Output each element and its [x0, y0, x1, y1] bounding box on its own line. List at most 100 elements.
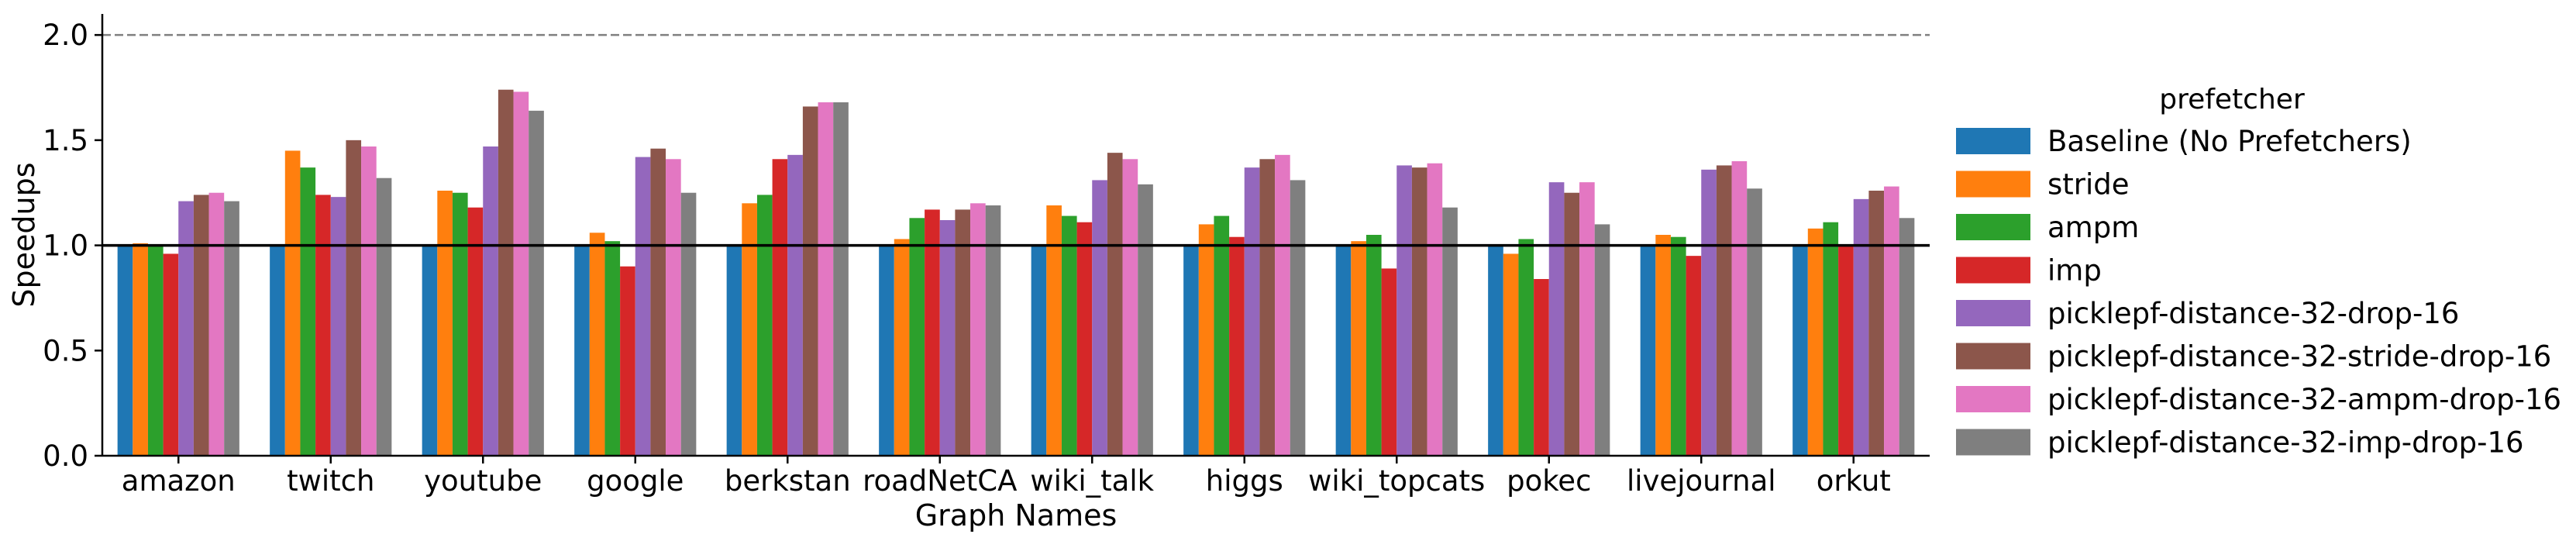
bar: [1807, 228, 1824, 456]
bar: [1427, 163, 1443, 456]
bar: [1503, 253, 1519, 456]
bar: [1701, 169, 1717, 456]
bar: [955, 209, 971, 456]
legend-swatch: [1956, 429, 2030, 456]
bar: [635, 157, 651, 457]
legend-swatch: [1956, 214, 2030, 240]
bar: [1351, 241, 1366, 456]
legend-label: picklepf-distance-32-imp-drop-16: [2047, 426, 2524, 460]
bar: [1594, 224, 1610, 456]
bar: [589, 233, 605, 456]
x-tick-label: youtube: [424, 464, 542, 498]
bar: [1381, 268, 1397, 456]
bar: [1076, 222, 1093, 456]
bar: [1092, 180, 1107, 456]
legend-label: Baseline (No Prefetchers): [2047, 125, 2412, 158]
bar: [1365, 235, 1382, 456]
bar: [117, 245, 133, 456]
bar: [787, 154, 803, 456]
bar: [1853, 198, 1869, 456]
bar: [772, 159, 788, 457]
bar: [604, 241, 621, 456]
legend-swatch: [1956, 300, 2030, 326]
reference-lines: [102, 33, 1930, 247]
y-tick-label: 2.0: [43, 19, 88, 52]
bars-layer: [117, 89, 1915, 457]
bar: [270, 245, 285, 456]
legend-label: picklepf-distance-32-stride-drop-16: [2047, 340, 2551, 374]
x-tick-label: higgs: [1206, 464, 1283, 498]
y-axis-label: Speedups: [7, 162, 41, 307]
bar: [467, 207, 484, 456]
x-tick-label: roadNetCA: [863, 464, 1017, 498]
bar: [1534, 279, 1549, 456]
bar: [620, 266, 635, 456]
bar: [1579, 182, 1595, 456]
bar: [193, 195, 209, 456]
legend-swatch: [1956, 171, 2030, 198]
legend-swatch: [1956, 343, 2030, 370]
bar: [513, 91, 529, 456]
bar: [650, 148, 666, 456]
bar: [1046, 205, 1062, 456]
x-tick-label: amazon: [122, 464, 236, 498]
bar: [178, 201, 194, 456]
x-tick-label: berkstan: [725, 464, 851, 498]
bar: [224, 201, 239, 456]
bar: [483, 146, 498, 456]
bar: [1488, 245, 1503, 456]
x-axis-label: Graph Names: [915, 498, 1118, 532]
bar: [939, 220, 956, 456]
bar: [1716, 165, 1732, 456]
bar: [1899, 218, 1915, 456]
bar: [879, 245, 894, 456]
bar: [742, 203, 757, 456]
bar: [1290, 180, 1306, 456]
bar: [1686, 256, 1702, 456]
bar: [1183, 245, 1199, 456]
x-tick-label: twitch: [287, 464, 374, 498]
bar: [680, 192, 697, 456]
y-tick-label: 1.5: [43, 124, 88, 157]
bar: [498, 89, 514, 456]
legend-label: picklepf-distance-32-drop-16: [2047, 297, 2459, 330]
bar: [1396, 165, 1412, 456]
bar: [1884, 186, 1899, 457]
bar: [925, 209, 940, 456]
bar: [833, 102, 849, 456]
bar: [1670, 236, 1686, 456]
bar: [1122, 159, 1138, 457]
bar: [1518, 239, 1534, 456]
bar: [985, 205, 1001, 456]
bar: [1411, 167, 1427, 456]
bar: [437, 191, 453, 456]
bar: [1275, 154, 1290, 456]
bar: [133, 243, 148, 456]
bar: [208, 192, 225, 456]
legend-label: ampm: [2047, 211, 2139, 244]
bar: [1244, 167, 1260, 456]
bar: [1548, 182, 1565, 456]
bar: [1640, 245, 1656, 456]
bar: [1793, 245, 1808, 456]
legend-label: imp: [2047, 254, 2102, 288]
x-tick-label: livejournal: [1627, 464, 1776, 498]
bar: [147, 245, 164, 456]
bar: [300, 167, 316, 456]
legend-items: Baseline (No Prefetchers) stride ampm imp pi…: [1956, 125, 2561, 460]
legend-label: picklepf-distance-32-ampm-drop-16: [2047, 383, 2561, 416]
legend-label: stride: [2047, 168, 2130, 202]
bar: [1335, 245, 1352, 456]
bar: [529, 110, 544, 456]
bar: [315, 195, 331, 456]
bar: [422, 245, 438, 456]
bar: [894, 239, 910, 456]
bar: [346, 140, 362, 456]
bar: [1838, 245, 1854, 456]
legend-swatch: [1956, 386, 2030, 412]
bar: [666, 159, 681, 457]
bar: [909, 218, 925, 456]
bar: [1138, 184, 1153, 456]
bar: [1747, 188, 1762, 457]
x-tick-label: wiki_talk: [1030, 464, 1154, 498]
